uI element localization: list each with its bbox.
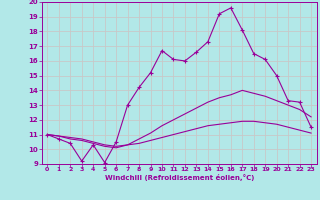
X-axis label: Windchill (Refroidissement éolien,°C): Windchill (Refroidissement éolien,°C) (105, 174, 254, 181)
